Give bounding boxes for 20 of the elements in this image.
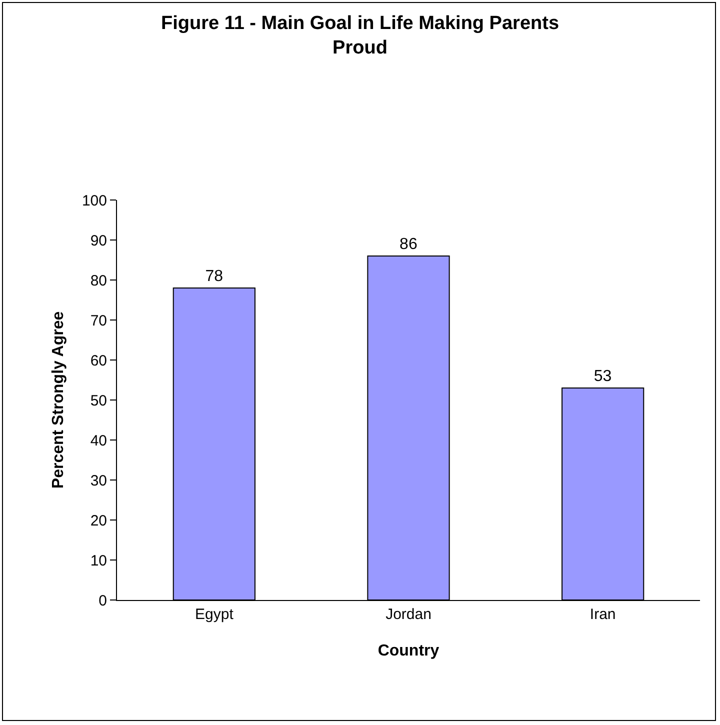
data-label: 86 xyxy=(400,236,418,253)
y-tick-label: 50 xyxy=(90,392,107,410)
x-axis-title: Country xyxy=(378,642,440,660)
y-tick-label: 70 xyxy=(90,312,107,330)
y-tick-label: 0 xyxy=(98,592,107,610)
x-tick-label: Iran xyxy=(590,606,616,623)
y-tick-label: 60 xyxy=(90,352,107,370)
y-tick-label: 40 xyxy=(90,432,107,450)
data-label: 78 xyxy=(205,268,224,285)
y-tick-label: 10 xyxy=(90,552,107,570)
y-axis-title: Percent Strongly Agree xyxy=(50,311,67,489)
y-tick-label: 30 xyxy=(90,472,107,490)
y-tick-label: 90 xyxy=(90,232,107,250)
y-tick-label: 80 xyxy=(90,272,107,290)
x-tick-label: Jordan xyxy=(386,606,432,623)
y-tick-label: 100 xyxy=(82,192,107,210)
x-tick-label: Egypt xyxy=(194,606,234,623)
y-tick-label: 20 xyxy=(90,512,107,530)
data-label: 53 xyxy=(594,368,612,385)
chart-title: Figure 11 - Main Goal in Life Making Parents Proud xyxy=(160,13,560,59)
